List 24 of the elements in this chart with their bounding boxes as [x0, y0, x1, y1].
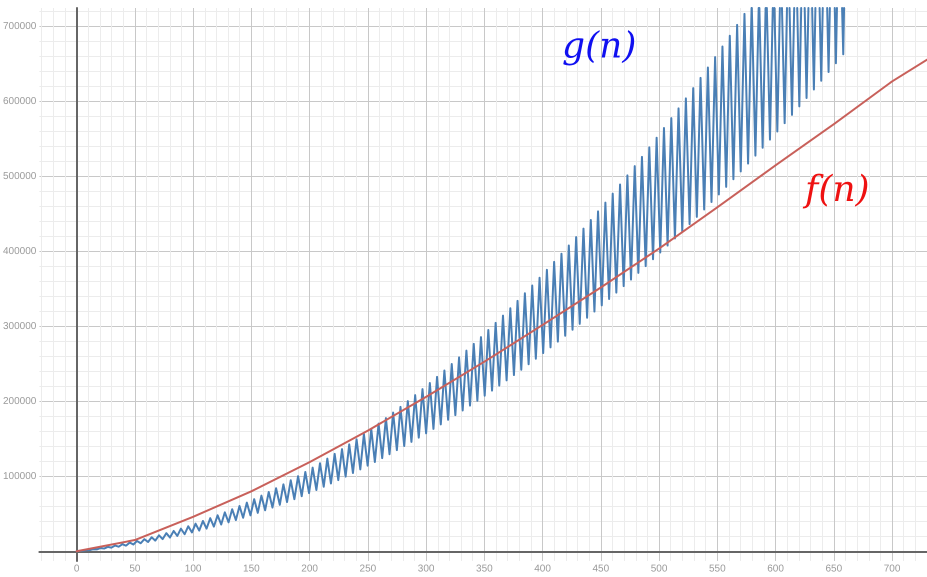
x-tick-label: 150: [243, 564, 260, 574]
x-tick-label: 500: [650, 564, 668, 574]
y-tick-label: 400000: [2, 246, 37, 258]
y-tick-label: 100000: [2, 470, 37, 482]
x-tick-label: 450: [592, 564, 610, 574]
series-label: f(n): [802, 169, 870, 210]
x-tick-label: 600: [767, 564, 784, 574]
y-tick-label: 200000: [2, 396, 37, 407]
y-tick-label: 700000: [2, 21, 37, 32]
x-tick-label: 550: [708, 564, 726, 574]
y-tick-label: 500000: [2, 171, 37, 182]
x-tick-label: 250: [360, 564, 377, 574]
x-tick-label: 100: [184, 564, 202, 574]
y-tick-label: 600000: [2, 96, 37, 108]
x-tick-label: 200: [301, 564, 318, 574]
y-tick-label: 300000: [2, 320, 37, 332]
x-tick-label: 300: [418, 564, 435, 574]
x-tick-label: 350: [476, 564, 494, 574]
x-tick-label: 700: [884, 564, 901, 574]
x-tick-label: 50: [129, 564, 141, 574]
x-tick-label: 0: [74, 564, 80, 574]
x-tick-label: 650: [825, 564, 843, 574]
x-tick-label: 400: [534, 564, 552, 574]
series-label: g(n): [562, 26, 636, 66]
